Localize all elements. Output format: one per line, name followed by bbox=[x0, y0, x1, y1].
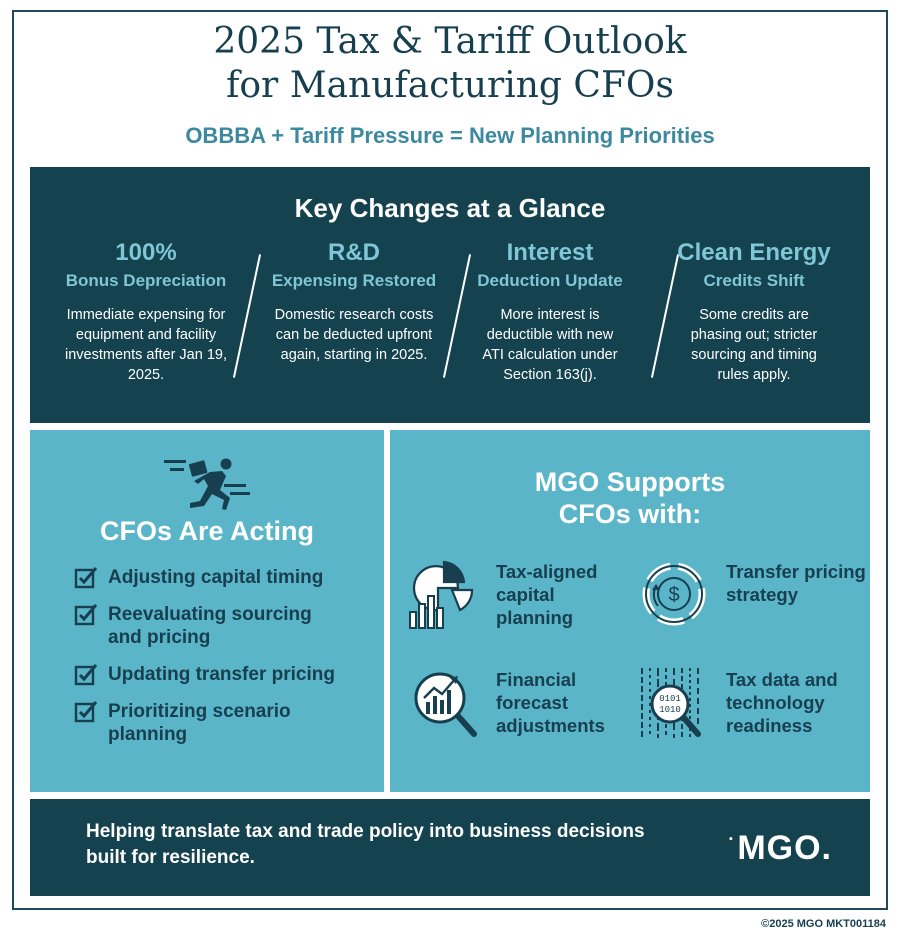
title-line-1: MGO Supports bbox=[534, 467, 726, 497]
title-line-1: 2025 Tax & Tariff Outlook bbox=[213, 21, 687, 62]
list-item-label: Reevaluating sourcing and pricing bbox=[108, 604, 312, 648]
service-capital-planning: Tax-aligned capital planning bbox=[408, 560, 638, 640]
key-change-interest: Interest Deduction Update More interest … bbox=[450, 239, 650, 385]
title-line-2: for Manufacturing CFOs bbox=[226, 65, 674, 106]
list-item: Updating transfer pricing bbox=[74, 663, 374, 686]
key-change-bonus-depreciation: 100% Bonus Depreciation Immediate expens… bbox=[46, 239, 246, 385]
tagline: Helping translate tax and trade policy i… bbox=[86, 821, 645, 868]
logo-text: MGO. bbox=[737, 829, 832, 867]
running-person-icon bbox=[164, 458, 250, 510]
service-label: Tax-aligned capital planning bbox=[496, 561, 598, 628]
page-subtitle: OBBBA + Tariff Pressure = New Planning P… bbox=[185, 123, 715, 148]
service-label: Tax data and technology readiness bbox=[726, 669, 838, 736]
key-change-sub: Expensing Restored bbox=[271, 271, 437, 290]
key-change-desc: Some credits are phasing out; stricter s… bbox=[690, 307, 818, 383]
checkbox-check-icon bbox=[74, 604, 98, 626]
key-change-head: Clean Energy bbox=[677, 239, 831, 266]
list-item-label: Updating transfer pricing bbox=[108, 664, 335, 685]
list-item: Adjusting capital timing bbox=[74, 566, 374, 589]
checkbox-check-icon bbox=[74, 664, 98, 686]
key-change-rd: R&D Expensing Restored Domestic research… bbox=[254, 239, 454, 365]
key-changes-title: Key Changes at a Glance bbox=[294, 193, 606, 223]
logo-dot-icon: · bbox=[728, 829, 736, 849]
mgo-supports-panel: MGO Supports CFOs with: Tax-aligned capi… bbox=[390, 430, 870, 792]
key-change-clean-energy: Clean Energy Credits Shift Some credits … bbox=[654, 239, 854, 385]
key-change-desc: Domestic research costs can be deducted … bbox=[274, 307, 434, 363]
checkbox-check-icon bbox=[74, 567, 98, 589]
key-changes-panel: Key Changes at a Glance 100% Bonus Depre… bbox=[30, 167, 870, 423]
mgo-supports-title: MGO Supports CFOs with: bbox=[390, 466, 870, 530]
key-change-head: R&D bbox=[328, 239, 380, 266]
page-frame bbox=[12, 10, 888, 910]
binary-data-icon: 0101 1010 bbox=[641, 668, 701, 738]
service-label: Transfer pricing strategy bbox=[726, 561, 866, 605]
svg-text:$: $ bbox=[668, 584, 679, 606]
bottom-bar: Helping translate tax and trade policy i… bbox=[30, 799, 870, 896]
service-label: Financial forecast adjustments bbox=[496, 669, 605, 736]
list-item-label: Prioritizing scenario planning bbox=[108, 701, 291, 745]
acting-list: Adjusting capital timing Reevaluating so… bbox=[74, 566, 374, 760]
cfos-acting-title: CFOs Are Acting bbox=[99, 516, 315, 546]
cfos-acting-panel: CFOs Are Acting Adjusting capital timing… bbox=[30, 430, 384, 792]
key-change-sub: Credits Shift bbox=[703, 271, 805, 290]
page-title: 2025 Tax & Tariff Outlook for Manufactur… bbox=[0, 20, 900, 108]
list-item-label: Adjusting capital timing bbox=[108, 567, 324, 588]
service-tax-data: 0101 1010 Tax data and technology readin… bbox=[638, 668, 868, 748]
key-change-head: 100% bbox=[115, 239, 177, 266]
checkbox-check-icon bbox=[74, 701, 98, 723]
title-line-2: CFOs with: bbox=[558, 499, 702, 529]
list-item: Reevaluating sourcing and pricing bbox=[74, 603, 374, 649]
copyright-footer: ©2025 MGO MKT001184 bbox=[761, 918, 886, 930]
key-change-sub: Deduction Update bbox=[477, 271, 623, 290]
service-transfer-pricing: $ Transfer pricing strategy bbox=[638, 560, 868, 640]
dollar-cycle-icon: $ bbox=[642, 562, 706, 626]
key-change-head: Interest bbox=[506, 239, 594, 266]
mgo-logo: ·MGO. bbox=[728, 829, 832, 868]
list-item: Prioritizing scenario planning bbox=[74, 700, 374, 746]
key-change-desc: More interest is deductible with new ATI… bbox=[482, 307, 618, 383]
service-financial-forecast: Financial forecast adjustments bbox=[408, 668, 638, 748]
key-change-sub: Bonus Depreciation bbox=[65, 271, 227, 290]
magnifier-chart-icon bbox=[414, 672, 477, 737]
chart-pie-icon bbox=[409, 560, 474, 629]
svg-text:0101: 0101 bbox=[659, 694, 681, 704]
key-change-desc: Immediate expensing for equipment and fa… bbox=[65, 307, 227, 383]
svg-text:1010: 1010 bbox=[659, 705, 681, 715]
